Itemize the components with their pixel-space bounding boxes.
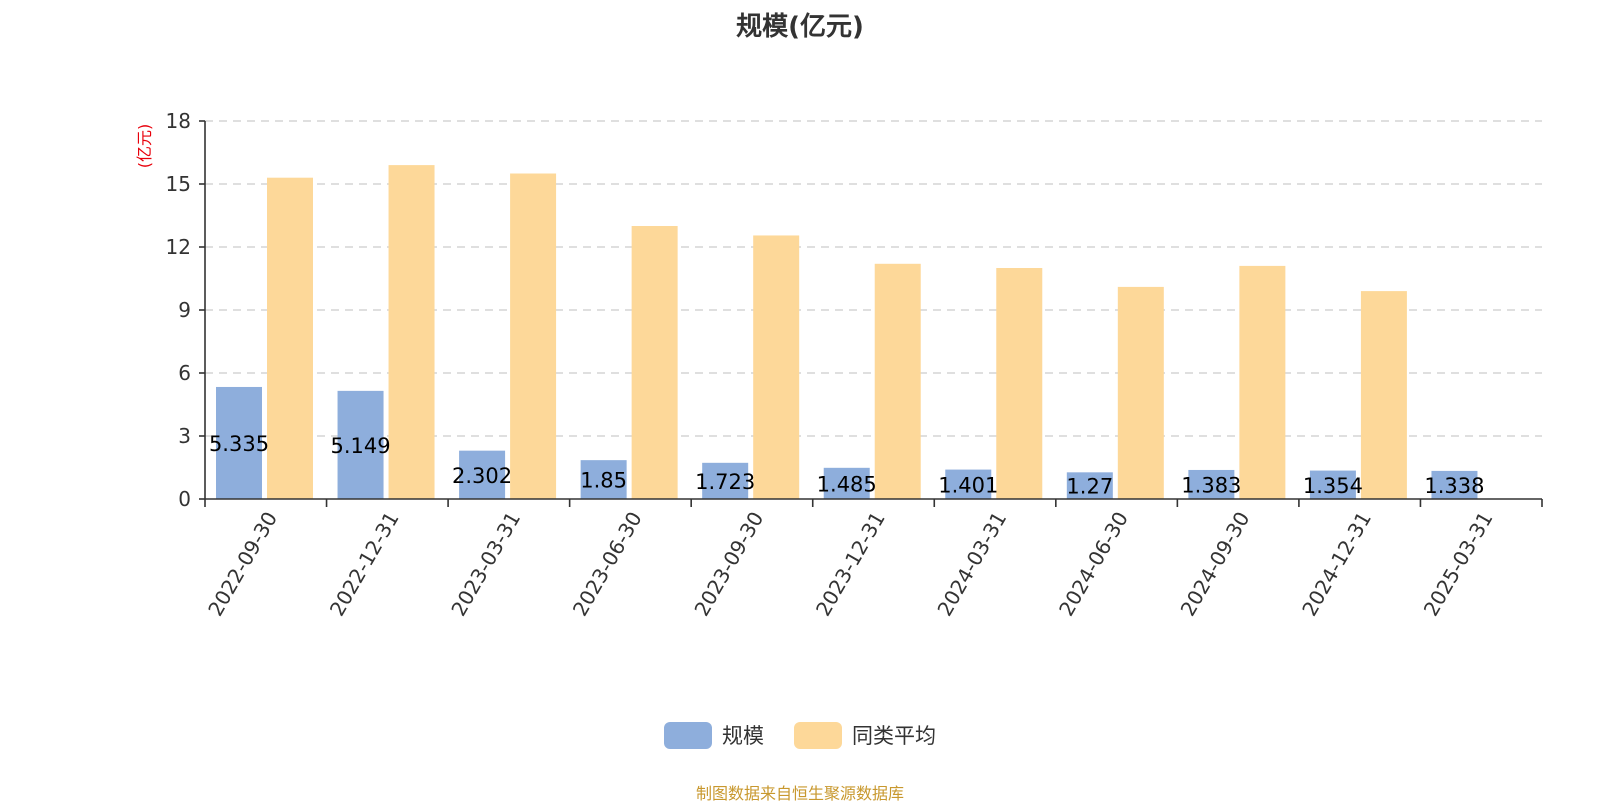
x-tick-label: 2023-03-31 <box>446 508 525 621</box>
bar-category-average[interactable] <box>1117 286 1164 499</box>
legend: 规模 同类平均 <box>0 720 1600 750</box>
y-tick-label: 3 <box>178 424 191 448</box>
legend-label-category-average: 同类平均 <box>852 724 936 748</box>
bar-category-average[interactable] <box>753 235 800 499</box>
y-tick-label: 6 <box>178 361 191 385</box>
bars <box>216 165 1478 500</box>
data-labels: 5.335 5.149 2.302 1.85 1.723 1.485 1.401 1.27 1.… <box>209 432 1485 499</box>
x-tick-label: 2024-03-31 <box>932 508 1011 621</box>
x-tick-label: 2025-03-31 <box>1419 508 1498 621</box>
x-tick-label: 2024-06-30 <box>1054 508 1133 621</box>
bar-data-label: 1.485 <box>817 472 877 496</box>
y-tick-label: 9 <box>178 298 191 322</box>
bar-data-label: 5.335 <box>209 432 269 456</box>
bar-scale[interactable] <box>459 450 506 499</box>
bar-scale[interactable] <box>1188 469 1235 499</box>
bar-data-label: 1.338 <box>1424 474 1484 498</box>
legend-item-category-average[interactable]: 同类平均 <box>794 720 936 750</box>
bar-category-average[interactable] <box>267 177 313 499</box>
x-tick-label: 2024-09-30 <box>1176 508 1255 621</box>
y-tick-label: 15 <box>166 172 191 196</box>
bar-category-average[interactable] <box>631 226 678 499</box>
source-note: 制图数据来自恒生聚源数据库 <box>695 784 904 803</box>
bar-category-average[interactable] <box>388 165 435 499</box>
bar-category-average[interactable] <box>874 263 921 499</box>
bar-data-label: 1.85 <box>580 469 627 493</box>
chart-title: 规模(亿元) <box>736 12 864 42</box>
bar-scale[interactable] <box>337 390 384 499</box>
x-tick-label: 2023-09-30 <box>689 508 768 621</box>
bar-scale[interactable] <box>1309 470 1356 499</box>
bar-scale[interactable] <box>702 462 749 499</box>
y-tick-label: 0 <box>178 487 191 511</box>
y-tick-label: 12 <box>166 235 191 259</box>
bar-category-average[interactable] <box>510 173 557 500</box>
axes: 0 3 6 9 12 15 18 2022-09-30 2022-12-31 2023-03-31… <box>166 109 1543 621</box>
legend-item-scale[interactable]: 规模 <box>664 720 764 750</box>
bar-scale[interactable] <box>823 467 870 499</box>
x-tick-label: 2024-12-31 <box>1297 508 1376 621</box>
y-axis-unit-label: (亿元) <box>135 124 154 169</box>
bar-scale[interactable] <box>945 469 992 499</box>
bar-scale[interactable] <box>580 460 627 499</box>
legend-label-scale: 规模 <box>722 724 764 748</box>
bar-data-label: 5.149 <box>330 434 390 458</box>
y-tick-label: 18 <box>166 109 191 133</box>
legend-swatch-scale <box>664 721 712 749</box>
bar-chart: (亿元) 0 3 6 9 12 15 18 2022-09-30 2022-12-31 2023-… <box>135 109 1543 621</box>
bar-category-average[interactable] <box>1360 291 1407 499</box>
bar-data-label: 1.401 <box>938 473 998 497</box>
bar-category-average[interactable] <box>1239 265 1286 499</box>
bar-data-label: 2.302 <box>452 464 512 488</box>
x-tick-label: 2022-09-30 <box>203 508 282 621</box>
bar-scale[interactable] <box>216 386 262 499</box>
bar-data-label: 1.354 <box>1303 474 1363 498</box>
bar-data-label: 1.723 <box>695 470 755 494</box>
x-tick-label: 2023-06-30 <box>568 508 647 621</box>
bar-scale[interactable] <box>1431 470 1478 499</box>
bar-scale[interactable] <box>1066 472 1113 499</box>
bar-category-average[interactable] <box>996 268 1043 499</box>
legend-swatch-category-average <box>794 721 842 749</box>
x-tick-label: 2022-12-31 <box>325 508 404 621</box>
bar-data-label: 1.383 <box>1181 473 1241 497</box>
bar-data-label: 1.27 <box>1066 475 1113 499</box>
x-tick-label: 2023-12-31 <box>811 508 890 621</box>
